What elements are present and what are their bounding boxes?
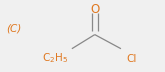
- Text: (C): (C): [6, 24, 21, 34]
- Text: $\mathregular{C_2H_5}$: $\mathregular{C_2H_5}$: [42, 52, 68, 66]
- Text: O: O: [90, 3, 99, 16]
- Text: Cl: Cl: [126, 54, 137, 64]
